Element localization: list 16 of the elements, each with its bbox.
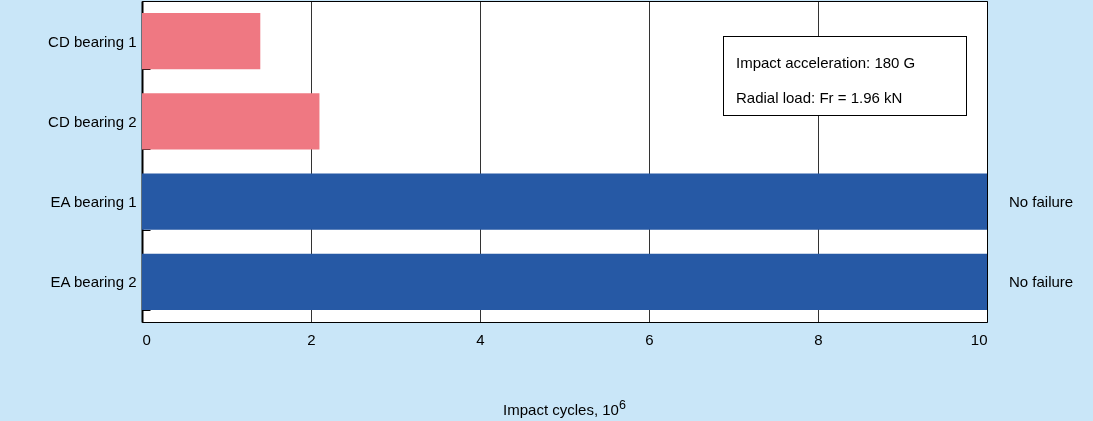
x-tick-label: 4 — [476, 330, 485, 348]
y-tick-label: CD bearing 2 — [48, 112, 137, 130]
x-tick-label: 6 — [645, 330, 654, 348]
y-tick-label: EA bearing 2 — [50, 273, 137, 291]
data-label: No failure — [1009, 272, 1074, 290]
x-tick-label: 2 — [307, 330, 316, 348]
x-axis-title: Impact cycles, 10$^{6}$ — [502, 398, 627, 418]
annotation: Impact acceleration: 180 G — [736, 54, 916, 71]
x-tick-label: 0 — [142, 330, 151, 348]
text-box: Impact acceleration: 180 G Radial load: Fr = 1.96 kN — [723, 36, 967, 116]
y-tick-label: CD bearing 1 — [48, 32, 137, 50]
x-tick-label: 10 — [970, 330, 988, 348]
y-tick-label: EA bearing 1 — [50, 193, 137, 211]
x-tick-label: 8 — [814, 330, 823, 348]
annotation: Radial load: Fr = 1.96 kN — [736, 89, 903, 106]
data-label: No failure — [1009, 192, 1074, 210]
